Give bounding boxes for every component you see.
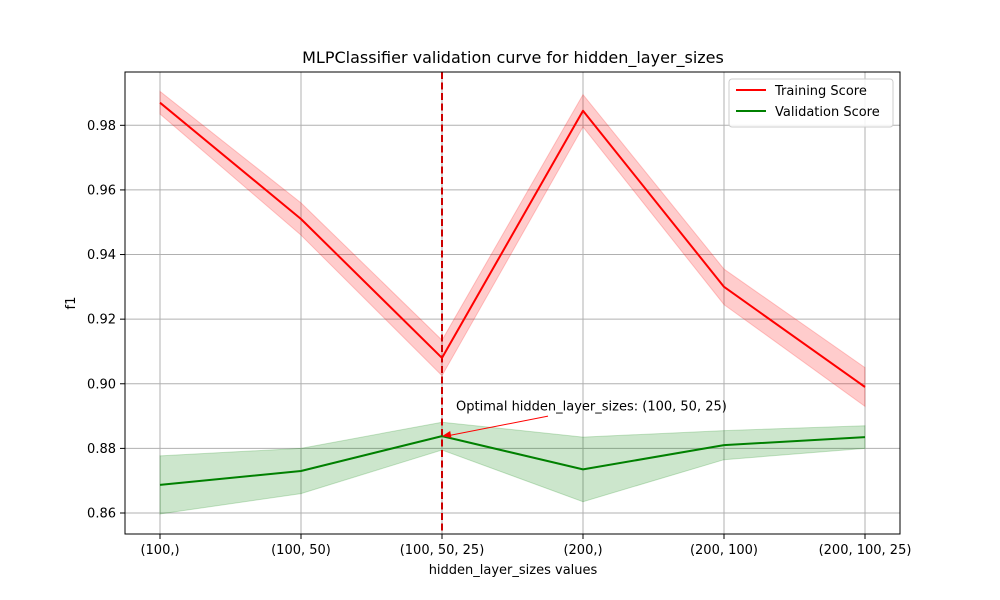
legend-label-training: Training Score — [774, 84, 867, 99]
chart-title: MLPClassifier validation curve for hidde… — [302, 48, 724, 68]
axis-ticks: (100,) (100, 50) (100, 50, 25) (200,) (200, … — [87, 119, 911, 558]
training-score-band — [159, 90, 866, 408]
y-tick-label: 0.90 — [87, 377, 116, 392]
annotation-text: Optimal hidden_layer_sizes: (100, 50, 25… — [456, 400, 727, 415]
validation-score-line — [159, 435, 866, 486]
legend-label-validation: Validation Score — [775, 105, 880, 120]
x-tick-label: (100,) — [140, 543, 179, 558]
plot-frame — [124, 71, 901, 535]
x-tick-label: (100, 50) — [271, 543, 331, 558]
y-tick-label: 0.88 — [87, 442, 116, 457]
y-tick-label: 0.86 — [87, 507, 116, 522]
annotation-arrow-head — [442, 430, 452, 438]
x-tick-label: (200, 100) — [690, 543, 758, 558]
x-tick-label: (200, 100, 25) — [819, 543, 912, 558]
series-lines — [159, 101, 866, 486]
validation-score-band — [159, 421, 866, 515]
legend: Training Score Validation Score — [728, 78, 894, 128]
confidence-bands — [159, 90, 866, 515]
legend-box — [728, 78, 894, 128]
x-tick-label: (100, 50, 25) — [400, 543, 485, 558]
y-tick-label: 0.92 — [87, 313, 116, 328]
y-tick-label: 0.94 — [87, 248, 116, 263]
y-tick-label: 0.96 — [87, 183, 116, 198]
x-axis-label: hidden_layer_sizes values — [429, 563, 598, 578]
annotation-layer: Optimal hidden_layer_sizes: (100, 50, 25… — [442, 400, 727, 438]
annotation-arrow-shaft — [445, 415, 549, 437]
y-axis-label: f1 — [64, 297, 79, 310]
training-score-line — [159, 101, 866, 388]
y-tick-label: 0.98 — [87, 119, 116, 134]
x-tick-label: (200,) — [563, 543, 602, 558]
